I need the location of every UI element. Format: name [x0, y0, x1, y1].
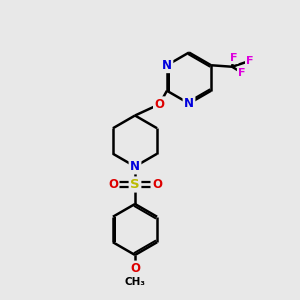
- Text: O: O: [154, 98, 164, 111]
- Text: O: O: [108, 178, 118, 191]
- Text: O: O: [130, 262, 140, 275]
- Text: F: F: [246, 56, 254, 66]
- Text: N: N: [184, 97, 194, 110]
- Text: N: N: [130, 160, 140, 173]
- Text: CH₃: CH₃: [124, 277, 146, 287]
- Text: O: O: [152, 178, 162, 191]
- Text: N: N: [162, 59, 172, 72]
- Text: F: F: [238, 68, 246, 78]
- Text: S: S: [130, 178, 140, 191]
- Text: F: F: [230, 53, 237, 63]
